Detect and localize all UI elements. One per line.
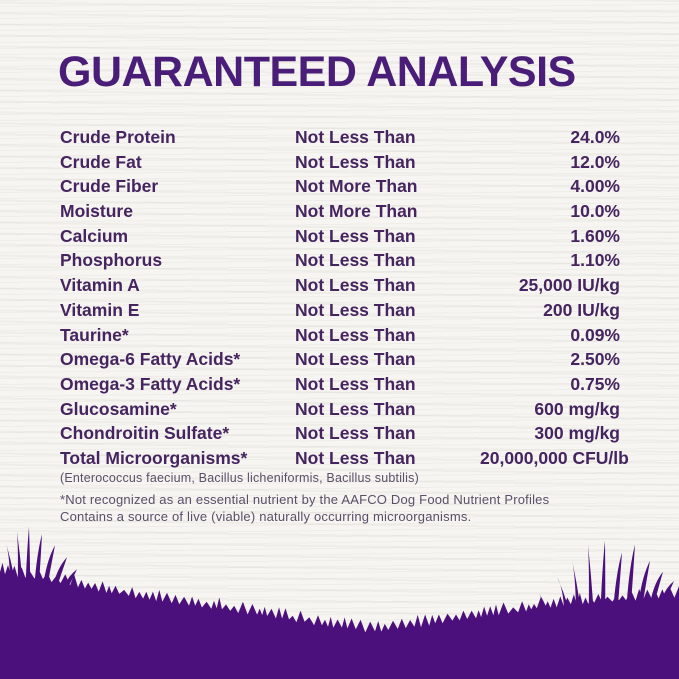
table-row: Total Microorganisms* Not Less Than 20,0… (60, 446, 629, 471)
table-row: Taurine* Not Less Than 0.09% (60, 323, 620, 348)
nutrient-name: Crude Fiber (60, 176, 159, 197)
guarantee-value: 4.00% (570, 176, 620, 197)
grass-hill-silhouette (0, 526, 679, 679)
table-row: Crude Fat Not Less Than 12.0% (60, 150, 620, 175)
guarantee-basis: Not Less Than (295, 373, 416, 394)
nutrient-name: Taurine* (60, 324, 129, 345)
table-row: Moisture Not More Than 10.0% (60, 199, 620, 224)
nutrient-name: Chondroitin Sulfate* (60, 423, 230, 444)
guarantee-value: 10.0% (570, 201, 620, 222)
page-title: GUARANTEED ANALYSIS (58, 48, 576, 96)
aafco-footnote: *Not recognized as an essential nutrient… (60, 492, 549, 525)
nutrient-name: Vitamin A (60, 275, 140, 296)
table-row: Calcium Not Less Than 1.60% (60, 224, 620, 249)
guarantee-basis: Not More Than (295, 201, 418, 222)
guarantee-value: 25,000 IU/kg (518, 275, 620, 296)
guarantee-value: 20,000,000 CFU/lb (480, 447, 629, 468)
table-row: Crude Protein Not Less Than 24.0% (60, 125, 620, 150)
aafco-footnote-line1: *Not recognized as an essential nutrient… (60, 492, 550, 507)
table-row: Omega-3 Fatty Acids* Not Less Than 0.75% (60, 372, 620, 397)
guarantee-basis: Not Less Than (295, 250, 416, 271)
guaranteed-analysis-table: Crude Protein Not Less Than 24.0% Crude … (60, 125, 629, 471)
guarantee-value: 1.10% (570, 250, 620, 271)
nutrient-name: Phosphorus (60, 250, 163, 271)
guarantee-basis: Not Less Than (295, 299, 416, 320)
guarantee-value: 200 IU/kg (543, 299, 620, 320)
nutrient-name: Total Microorganisms* (60, 447, 248, 468)
table-row: Glucosamine* Not Less Than 600 mg/kg (60, 397, 620, 422)
table-row: Crude Fiber Not More Than 4.00% (60, 174, 620, 199)
table-row: Phosphorus Not Less Than 1.10% (60, 248, 620, 273)
nutrient-name: Omega-3 Fatty Acids* (60, 373, 241, 394)
guarantee-value: 0.09% (570, 324, 620, 345)
nutrient-name: Vitamin E (60, 299, 140, 320)
guarantee-basis: Not Less Than (295, 349, 416, 370)
nutrient-name: Crude Protein (60, 127, 176, 147)
guarantee-value: 2.50% (570, 349, 620, 370)
guarantee-basis: Not Less Than (295, 447, 416, 468)
guarantee-basis: Not More Than (295, 176, 418, 197)
aafco-footnote-line2: Contains a source of live (viable) natur… (60, 508, 472, 524)
guarantee-basis: Not Less Than (295, 423, 416, 444)
guarantee-value: 0.75% (570, 373, 620, 394)
table-row: Omega-6 Fatty Acids* Not Less Than 2.50% (60, 347, 620, 372)
guarantee-basis: Not Less Than (295, 151, 416, 172)
guarantee-value: 12.0% (570, 151, 620, 172)
nutrient-name: Glucosamine* (60, 398, 177, 419)
guarantee-basis: Not Less Than (295, 398, 416, 419)
guarantee-value: 24.0% (570, 127, 620, 147)
guarantee-value: 600 mg/kg (534, 398, 620, 419)
guarantee-basis: Not Less Than (295, 324, 416, 345)
table-row: Vitamin E Not Less Than 200 IU/kg (60, 298, 620, 323)
guarantee-value: 300 mg/kg (534, 423, 620, 444)
microorganism-species-note: (Enterococcus faecium, Bacillus lichenif… (60, 471, 419, 485)
nutrient-name: Omega-6 Fatty Acids* (60, 349, 241, 370)
guarantee-basis: Not Less Than (295, 275, 416, 296)
nutrient-name: Moisture (60, 201, 133, 222)
guarantee-basis: Not Less Than (295, 127, 416, 147)
nutrient-name: Crude Fat (60, 151, 142, 172)
nutrient-name: Calcium (60, 225, 129, 246)
table-row: Chondroitin Sulfate* Not Less Than 300 m… (60, 421, 620, 446)
guarantee-value: 1.60% (570, 225, 620, 246)
table-row: Vitamin A Not Less Than 25,000 IU/kg (60, 273, 620, 298)
guarantee-basis: Not Less Than (295, 225, 416, 246)
